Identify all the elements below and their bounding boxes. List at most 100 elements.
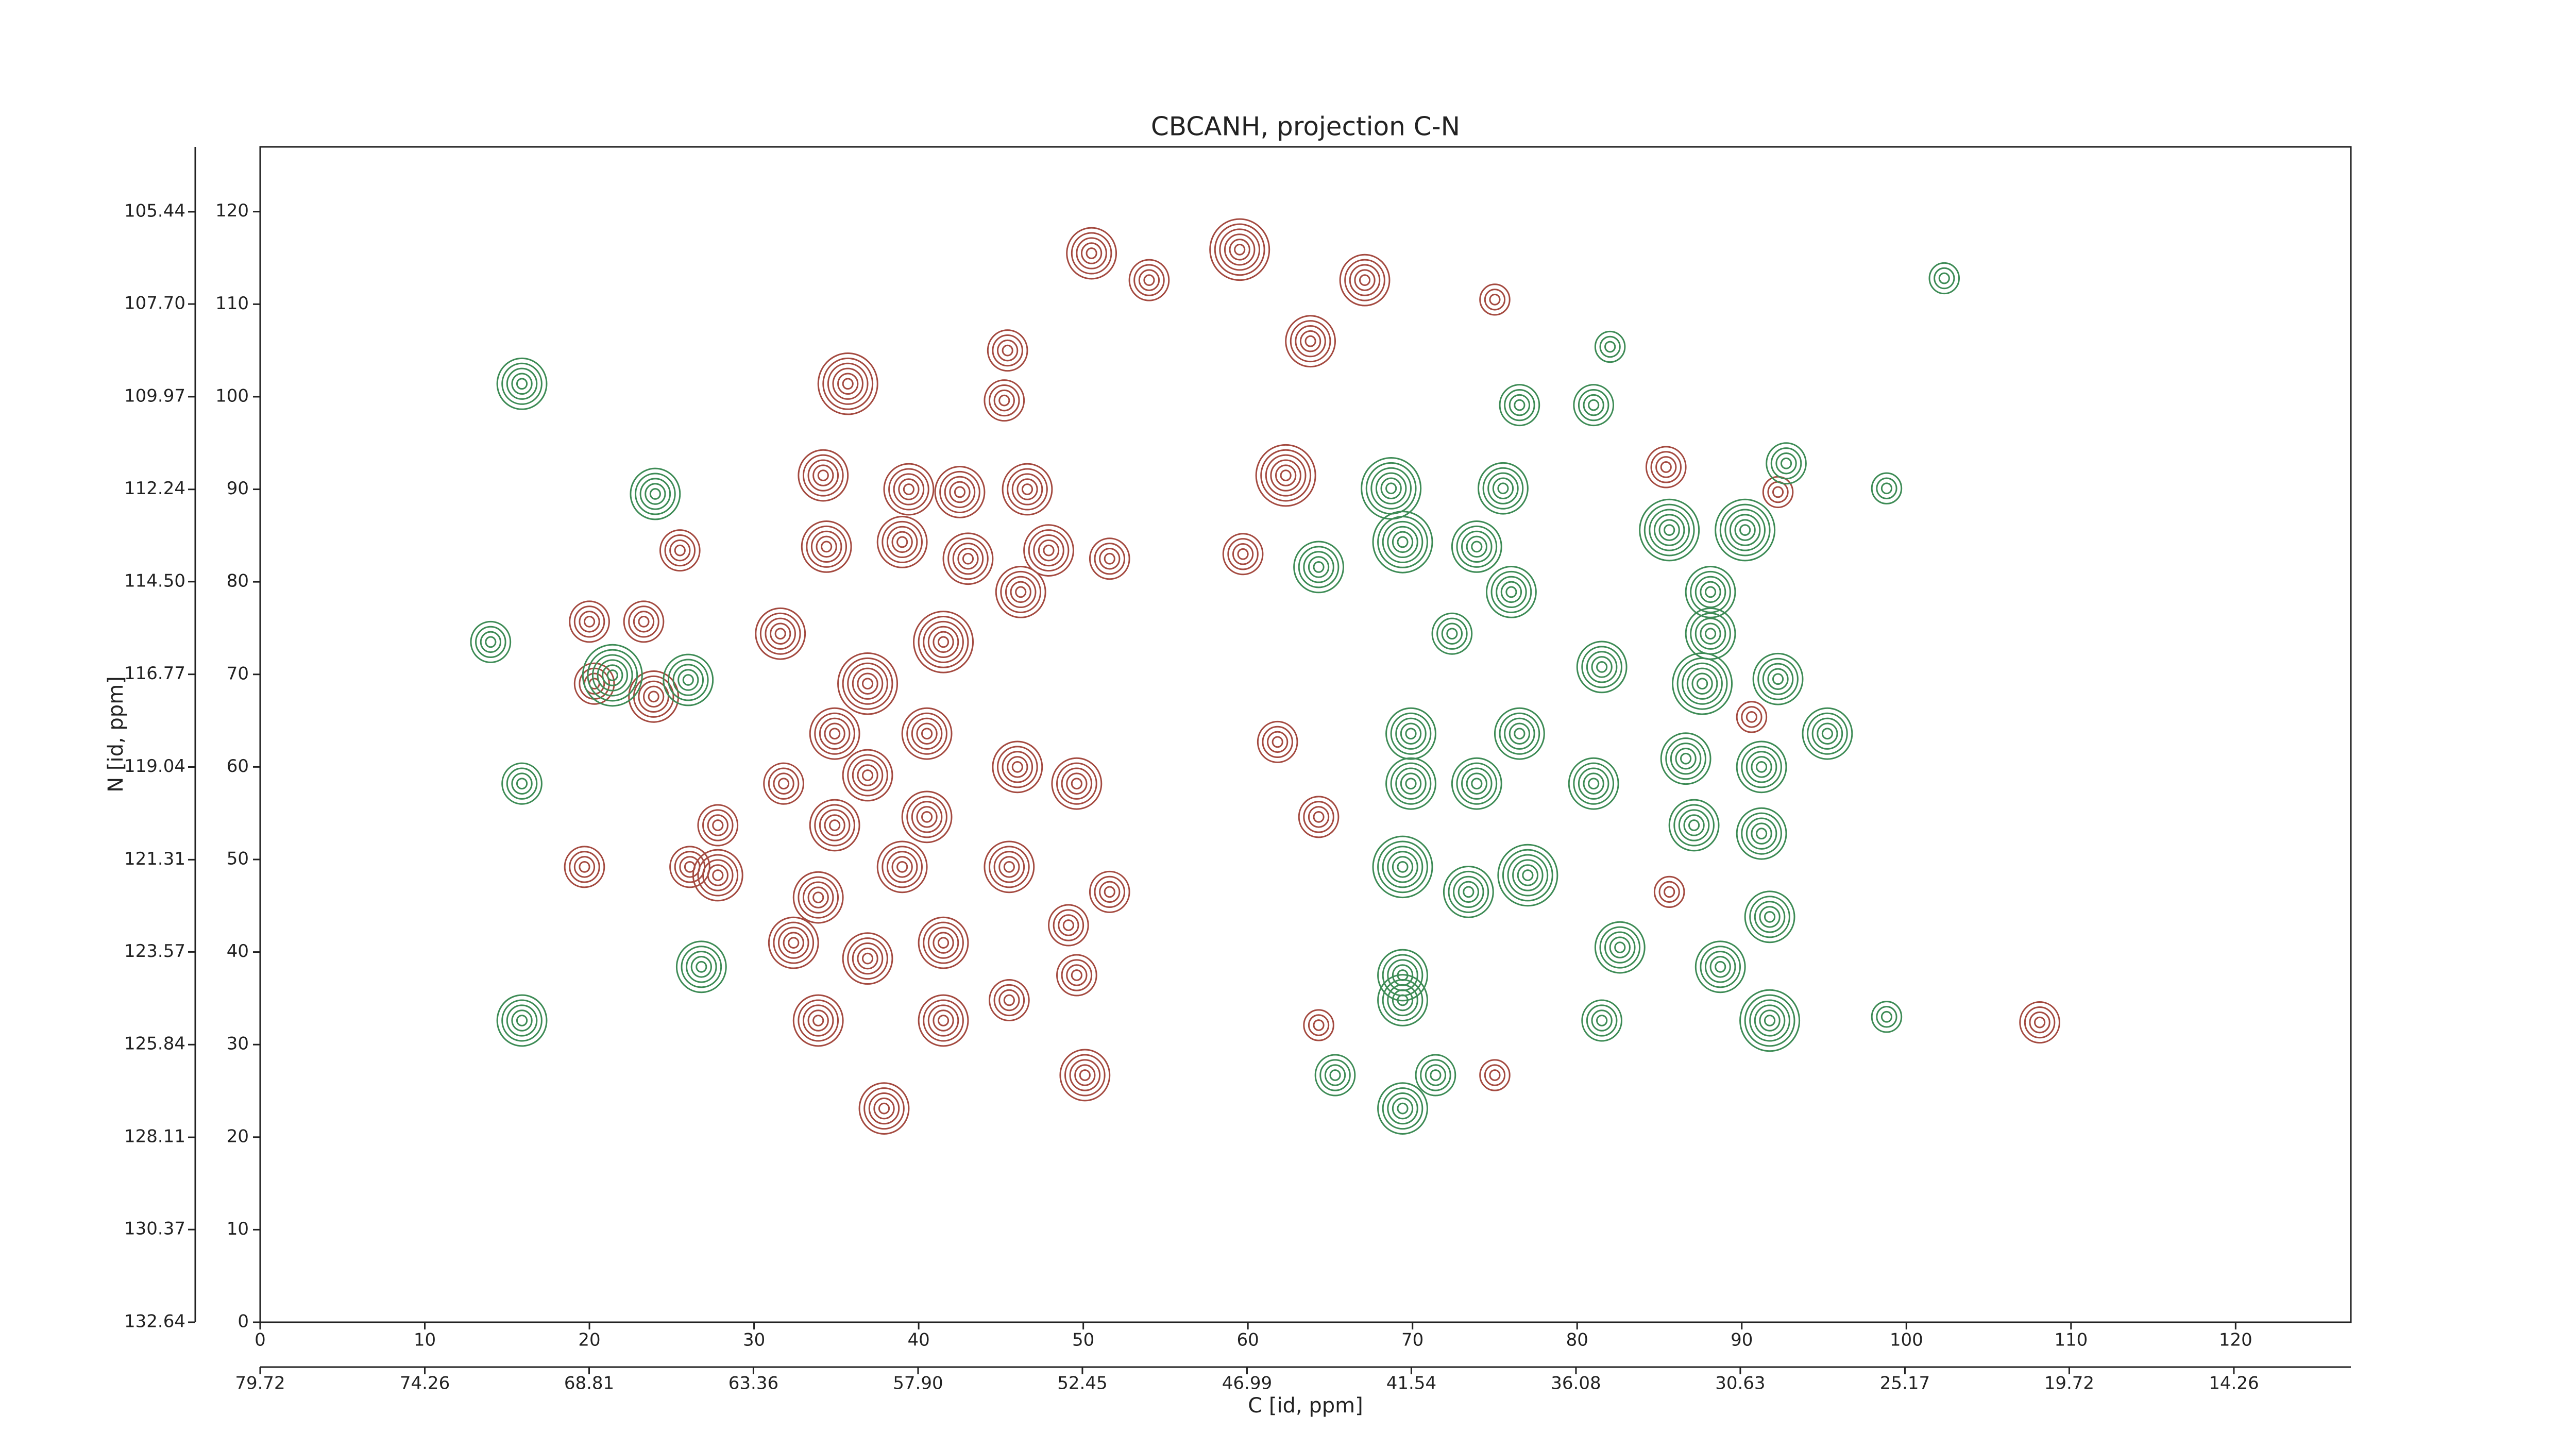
contour-ring [1694, 940, 1746, 993]
contour-ring [1010, 581, 1031, 603]
contour-ring [998, 856, 1020, 878]
y2-tick-label: 107.70 [124, 293, 185, 314]
contour-ring [591, 654, 633, 697]
contour-ring [824, 814, 845, 836]
contour-ring [1573, 384, 1615, 427]
contour-ring [882, 846, 923, 888]
contour-ring [1387, 1092, 1418, 1125]
contour-ring [1586, 651, 1618, 683]
contour-ring [1751, 756, 1772, 778]
contour-ring [573, 856, 596, 878]
contour-ring [1775, 452, 1797, 475]
contour-ring [1387, 984, 1418, 1017]
contour-ring [1487, 472, 1519, 504]
contour-ring [1023, 524, 1074, 577]
y2-tick-label: 121.31 [124, 849, 185, 869]
contour-ring [1080, 242, 1103, 264]
contour-ring [696, 961, 707, 973]
contour-ring [901, 707, 953, 760]
contour-ring [1650, 451, 1682, 483]
contour-ring [876, 516, 928, 568]
contour-ring [824, 722, 845, 745]
contour-ring [1739, 989, 1801, 1052]
contour-ring [837, 652, 899, 715]
contour-ring [857, 672, 878, 695]
contour-ring [1688, 819, 1700, 831]
contour-ring [511, 772, 533, 795]
contour-ring [1715, 961, 1726, 973]
x-tick-label: 40 [907, 1330, 929, 1351]
contour-ring [648, 690, 659, 703]
contour-ring [1700, 581, 1721, 603]
contour-ring [755, 607, 806, 660]
contour-ring [1079, 1069, 1091, 1081]
contour-ring [1461, 530, 1493, 563]
contour-ring [806, 525, 848, 568]
contour-ring [1741, 812, 1782, 855]
contour-ring [1658, 519, 1680, 541]
contour-ring [896, 536, 908, 548]
contour-ring [1002, 344, 1013, 357]
x-tick-label: 50 [1072, 1330, 1094, 1351]
x-axis-label: C [id, ppm] [1248, 1394, 1363, 1418]
contour-ring [707, 814, 728, 836]
contour-ring [1397, 861, 1409, 873]
y-tick-label: 20 [227, 1126, 249, 1147]
contour-ring [812, 891, 824, 903]
contour-ring [1387, 526, 1418, 559]
contour-ring [1385, 707, 1436, 760]
contour-ring [1500, 581, 1522, 603]
contour-ring [998, 989, 1020, 1012]
contour-ring [1676, 657, 1728, 710]
contour-ring [882, 520, 923, 563]
contour-ring [1664, 886, 1675, 898]
contour-ring [1573, 762, 1615, 805]
contour-ring [1308, 556, 1330, 578]
contour-ring [1685, 607, 1736, 660]
contour-ring [679, 856, 701, 878]
contour-ring [996, 746, 1038, 788]
x2-tick-label: 19.72 [2044, 1373, 2094, 1394]
contour-ring [1257, 720, 1298, 763]
contour-ring [801, 520, 852, 573]
contour-ring [2024, 1006, 2056, 1039]
contour-ring [1395, 717, 1427, 750]
contour-ring [1094, 875, 1126, 908]
contour-ring [516, 378, 528, 390]
contour-ring [1522, 869, 1534, 881]
contour-ring [1066, 772, 1088, 795]
contour-ring [998, 394, 1010, 407]
contour-ring [817, 469, 829, 481]
contour-ring [1514, 728, 1526, 740]
contour-ring [1313, 1019, 1325, 1031]
contour-ring [1392, 856, 1414, 878]
contour-ring [1463, 886, 1475, 898]
contour-ring [773, 772, 794, 795]
contour-ring [1372, 511, 1433, 574]
contour-ring [1303, 1009, 1334, 1041]
contour-ring [792, 871, 844, 924]
contour-ring [674, 544, 686, 557]
x2-tick-label: 36.08 [1551, 1373, 1601, 1394]
contour-ring [1772, 673, 1784, 685]
contour-ring [1578, 767, 1609, 800]
x-tick-label: 100 [1890, 1330, 1923, 1351]
contour-ring [778, 926, 809, 959]
contour-ring [1591, 1009, 1613, 1032]
y-axis-label: N [id, ppm] [104, 676, 128, 793]
contour-ring [1048, 904, 1089, 947]
contour-ring [1308, 806, 1330, 828]
contour-ring [1359, 274, 1371, 287]
contour-ring [702, 809, 734, 841]
y-tick-label: 110 [215, 293, 249, 314]
contour-ring [1056, 954, 1097, 997]
contour-ring [1670, 743, 1702, 775]
contour-ring [681, 946, 722, 988]
x2-tick-label: 63.36 [728, 1373, 778, 1394]
contour-ring [675, 940, 727, 993]
contour-ring [1484, 289, 1506, 311]
contour-ring [1766, 442, 1807, 485]
contour-ring [1754, 1004, 1786, 1037]
contour-ring [1678, 809, 1710, 841]
contour-ring [1581, 999, 1622, 1042]
